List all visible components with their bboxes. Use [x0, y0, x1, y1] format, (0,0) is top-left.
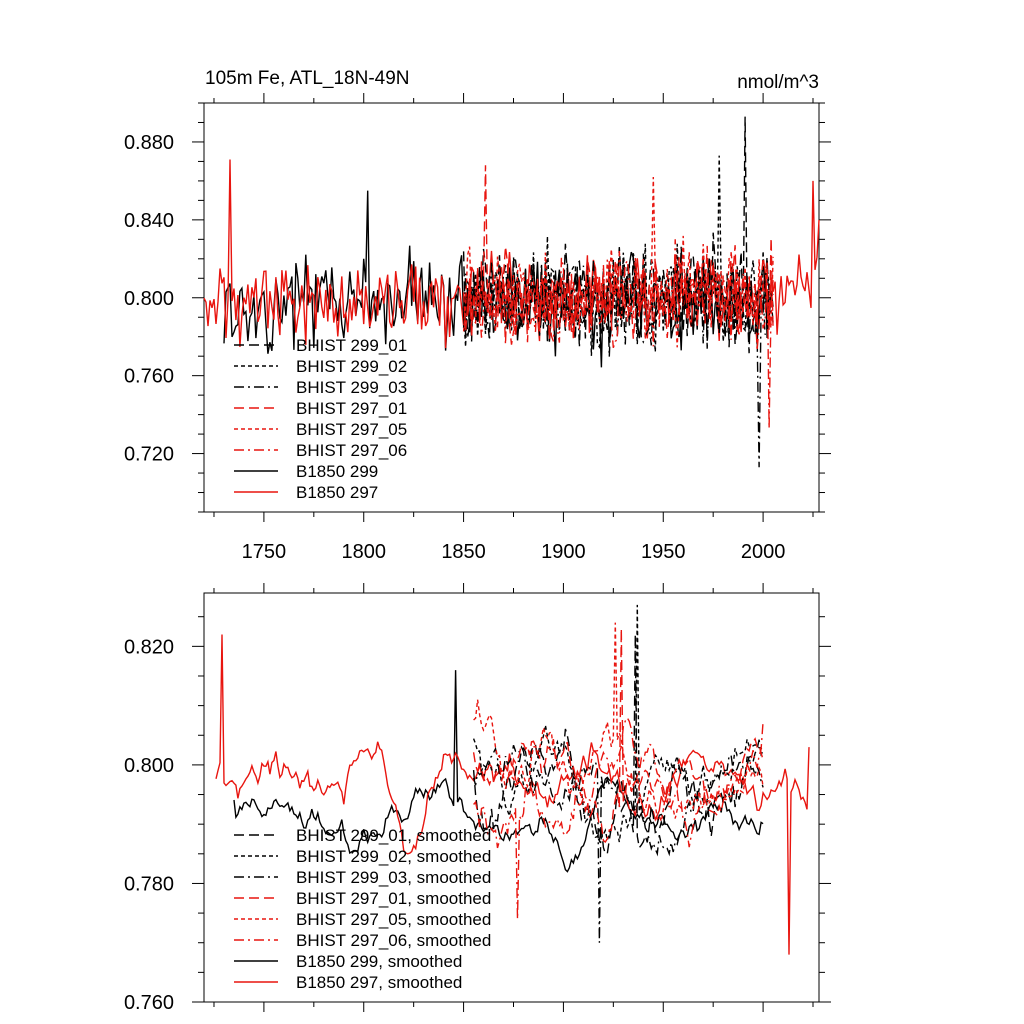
- x-tick-label: 1800: [341, 541, 386, 563]
- top-plot-frame: [203, 102, 820, 513]
- y-tick-label: 0.760: [124, 366, 174, 388]
- y-tick-label: 0.780: [124, 873, 174, 895]
- series-bhist-299-01-smoothed: [472, 634, 764, 855]
- top-axis-ticks: 1750 1800 1850 1900 1950 2000 0.720 0.760 0.800 0…: [124, 93, 831, 563]
- legend-label: BHIST 297_05: [296, 420, 407, 439]
- y-tick-label: 0.800: [124, 288, 174, 310]
- y-tick-label: 0.720: [124, 444, 174, 466]
- top-legend: BHIST 299_01 BHIST 299_02 BHIST 299_03 BHIS…: [234, 336, 407, 502]
- x-tick-label: 1900: [541, 541, 586, 563]
- legend-label: BHIST 297_01, smoothed: [296, 889, 491, 908]
- y-tick-label: 0.800: [124, 755, 174, 777]
- bottom-plot-frame: [203, 592, 820, 1003]
- y-tick-label: 0.840: [124, 210, 174, 232]
- x-tick-label: 1850: [441, 541, 486, 563]
- legend-label: BHIST 299_02, smoothed: [296, 847, 491, 866]
- y-tick-label: 0.880: [124, 132, 174, 154]
- bottom-legend: BHIST 299_01, smoothed BHIST 299_02, smoo…: [234, 826, 491, 992]
- bottom-panel: 0.760 0.780 0.800 0.820 BHIST 299_01, smoot…: [124, 583, 831, 1014]
- top-series-group: [203, 116, 820, 468]
- x-tick-label: 2000: [741, 541, 786, 563]
- legend-label: B1850 299, smoothed: [296, 952, 462, 971]
- series-bhist-297-05-smoothed: [473, 622, 764, 824]
- legend-label: BHIST 297_05, smoothed: [296, 910, 491, 929]
- bottom-series-group: [215, 604, 810, 955]
- series-bhist-299-03: [462, 245, 774, 468]
- series-bhist-297-06-smoothed: [473, 716, 764, 920]
- legend-label: B1850 299: [296, 462, 378, 481]
- top-chart-title: 105m Fe, ATL_18N-49N: [205, 68, 410, 89]
- legend-label: BHIST 299_03: [296, 378, 407, 397]
- bottom-axis-ticks: 0.760 0.780 0.800 0.820: [124, 583, 831, 1014]
- top-panel: 105m Fe, ATL_18N-49N nmol/m^3 1750 1800 18…: [124, 68, 831, 563]
- series-bhist-299-02: [462, 155, 774, 356]
- y-tick-label: 0.760: [124, 992, 174, 1014]
- legend-label: BHIST 299_01: [296, 336, 407, 355]
- legend-label: BHIST 299_02: [296, 357, 407, 376]
- legend-label: BHIST 299_01, smoothed: [296, 826, 491, 845]
- legend-label: BHIST 297_01: [296, 399, 407, 418]
- series-bhist-297-01-smoothed: [472, 628, 764, 844]
- x-tick-label: 1950: [641, 541, 686, 563]
- series-b1850-299-smoothed: [233, 670, 764, 873]
- legend-label: BHIST 299_03, smoothed: [296, 868, 491, 887]
- y-tick-label: 0.820: [124, 636, 174, 658]
- series-bhist-299-02-smoothed: [472, 604, 764, 843]
- legend-label: BHIST 297_06: [296, 441, 407, 460]
- legend-label: B1850 297: [296, 483, 378, 502]
- top-chart-units: nmol/m^3: [737, 72, 819, 93]
- legend-label: B1850 297, smoothed: [296, 973, 462, 992]
- series-bhist-297-06: [462, 239, 774, 429]
- series-b1850-297-smoothed: [215, 634, 810, 955]
- x-tick-label: 1750: [242, 541, 287, 563]
- legend-label: BHIST 297_06, smoothed: [296, 931, 491, 950]
